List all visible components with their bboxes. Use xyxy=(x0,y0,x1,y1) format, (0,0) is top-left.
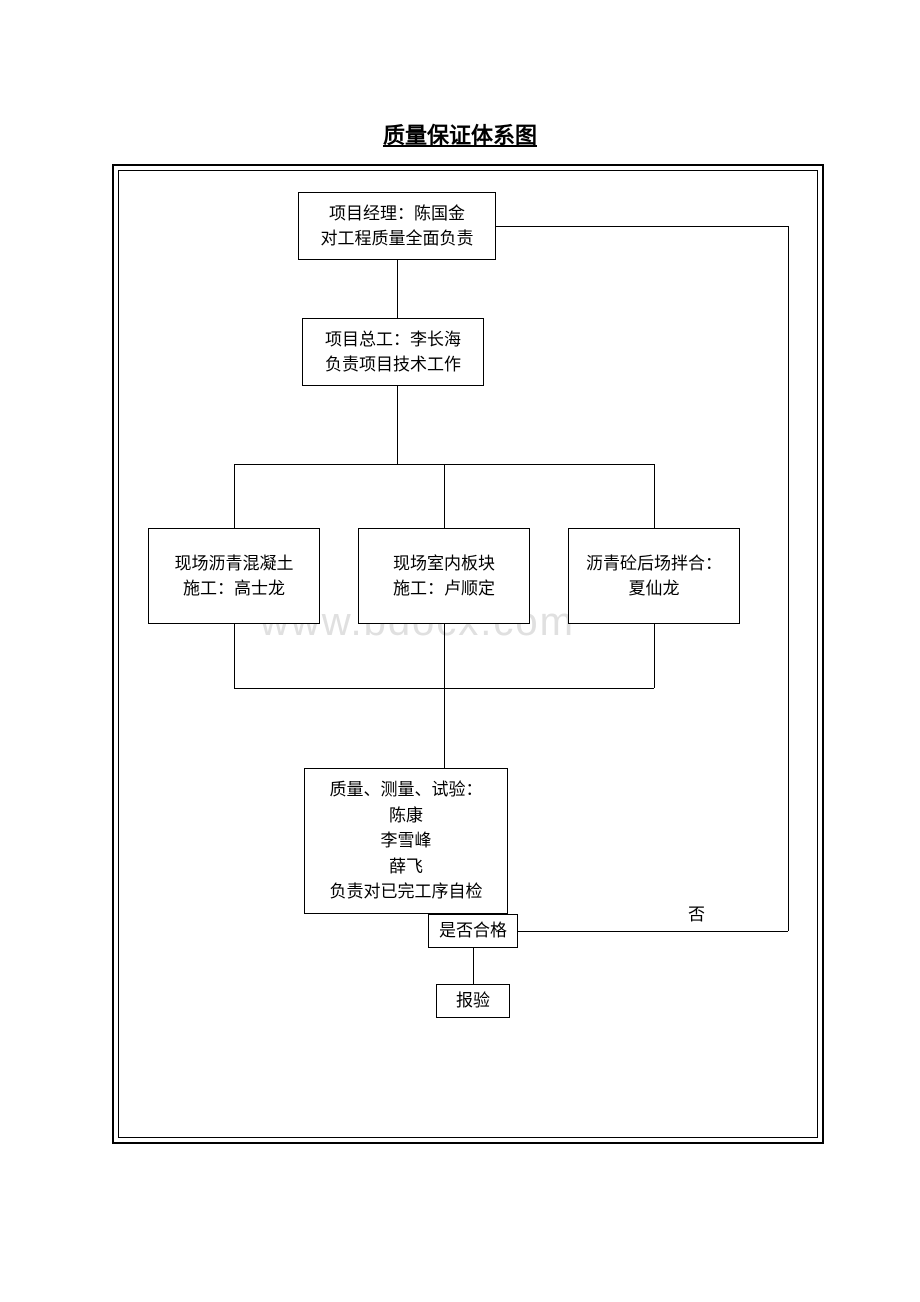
diagram-title: 质量保证体系图 xyxy=(0,118,920,150)
edge-e-n5-n6 xyxy=(473,948,474,984)
flowchart-node-n5: 是否合格 xyxy=(428,914,518,948)
edge-e-bus2-n4 xyxy=(444,688,445,768)
edge-e-no-h xyxy=(518,931,788,932)
edge-e-b-a xyxy=(234,464,235,528)
node-text: 项目经理：陈国金 xyxy=(329,201,465,227)
flowchart-node-n3a: 现场沥青混凝土施工：高士龙 xyxy=(148,528,320,624)
edge-e-b-c xyxy=(654,464,655,528)
label-lbl-no: 否 xyxy=(688,900,705,925)
node-text: 现场室内板块 xyxy=(393,551,495,577)
node-text: 沥青砼后场拌合： xyxy=(586,551,722,577)
edge-e-no-top xyxy=(496,226,788,227)
flowchart-node-n4: 质量、测量、试验：陈康李雪峰薛飞负责对已完工序自检 xyxy=(304,768,508,914)
node-text: 负责项目技术工作 xyxy=(325,352,461,378)
node-text: 薛飞 xyxy=(389,854,423,880)
flowchart-node-n3c: 沥青砼后场拌合：夏仙龙 xyxy=(568,528,740,624)
node-text: 陈康 xyxy=(389,803,423,829)
node-text: 报验 xyxy=(456,988,490,1014)
node-text: 夏仙龙 xyxy=(629,576,680,602)
node-text: 对工程质量全面负责 xyxy=(321,226,474,252)
flowchart-node-n3b: 现场室内板块施工：卢顺定 xyxy=(358,528,530,624)
flowchart-node-n1: 项目经理：陈国金对工程质量全面负责 xyxy=(298,192,496,260)
node-text: 是否合格 xyxy=(439,918,507,944)
flowchart-node-n6: 报验 xyxy=(436,984,510,1018)
node-text: 项目总工：李长海 xyxy=(325,327,461,353)
node-text: 李雪峰 xyxy=(381,828,432,854)
edge-e-b-b xyxy=(444,464,445,528)
edge-e-a-d xyxy=(234,624,235,688)
node-text: 施工：卢顺定 xyxy=(393,576,495,602)
edge-e-n1-n2 xyxy=(397,260,398,318)
flowchart-node-n2: 项目总工：李长海负责项目技术工作 xyxy=(302,318,484,386)
node-text: 负责对已完工序自检 xyxy=(330,879,483,905)
edge-e-c-d xyxy=(654,624,655,688)
node-text: 质量、测量、试验： xyxy=(330,777,483,803)
edge-e-no-v xyxy=(788,226,789,931)
edge-e-b-d xyxy=(444,624,445,688)
edge-e-n2-down xyxy=(397,386,398,464)
node-text: 现场沥青混凝土 xyxy=(175,551,294,577)
node-text: 施工：高士龙 xyxy=(183,576,285,602)
